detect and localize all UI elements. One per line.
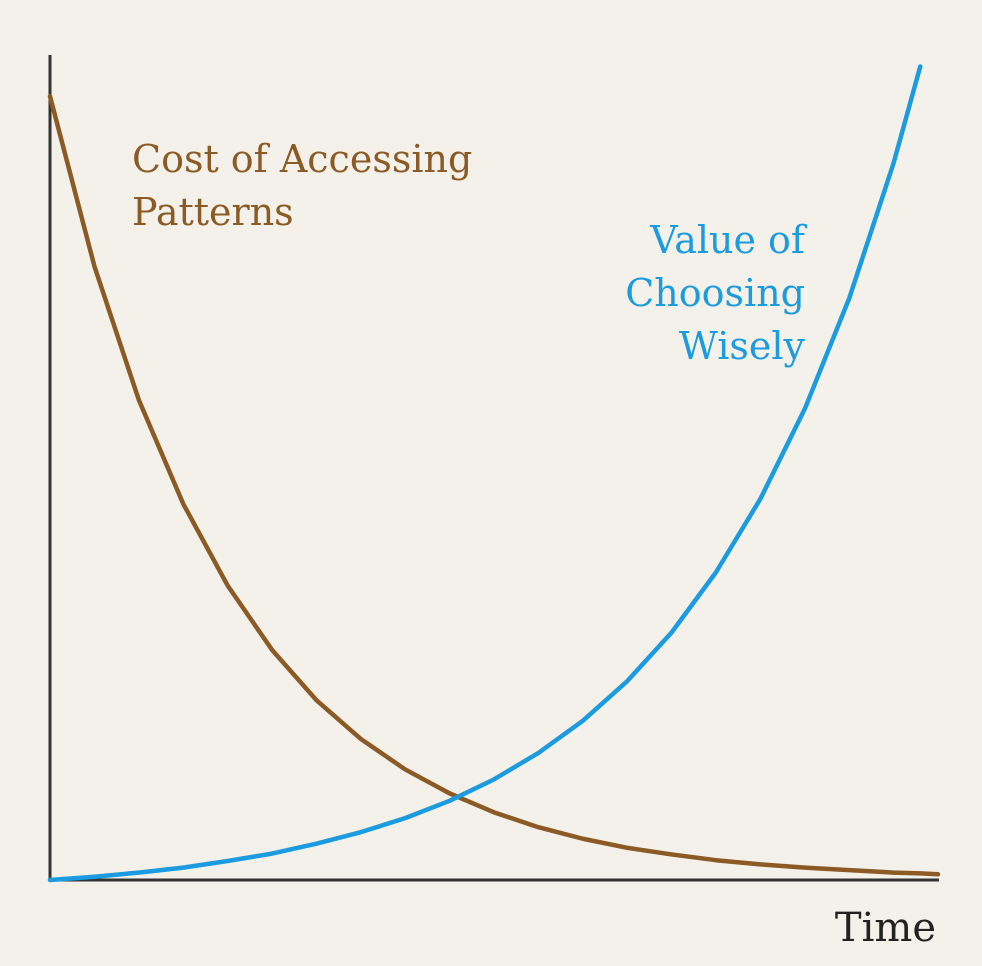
series-label: Value of Choosing Wisely bbox=[625, 218, 805, 368]
line-series bbox=[47, 64, 923, 883]
line-series bbox=[47, 94, 941, 877]
x-axis-label: Time bbox=[834, 905, 936, 951]
series-label: Cost of Accessing Patterns bbox=[132, 137, 473, 234]
